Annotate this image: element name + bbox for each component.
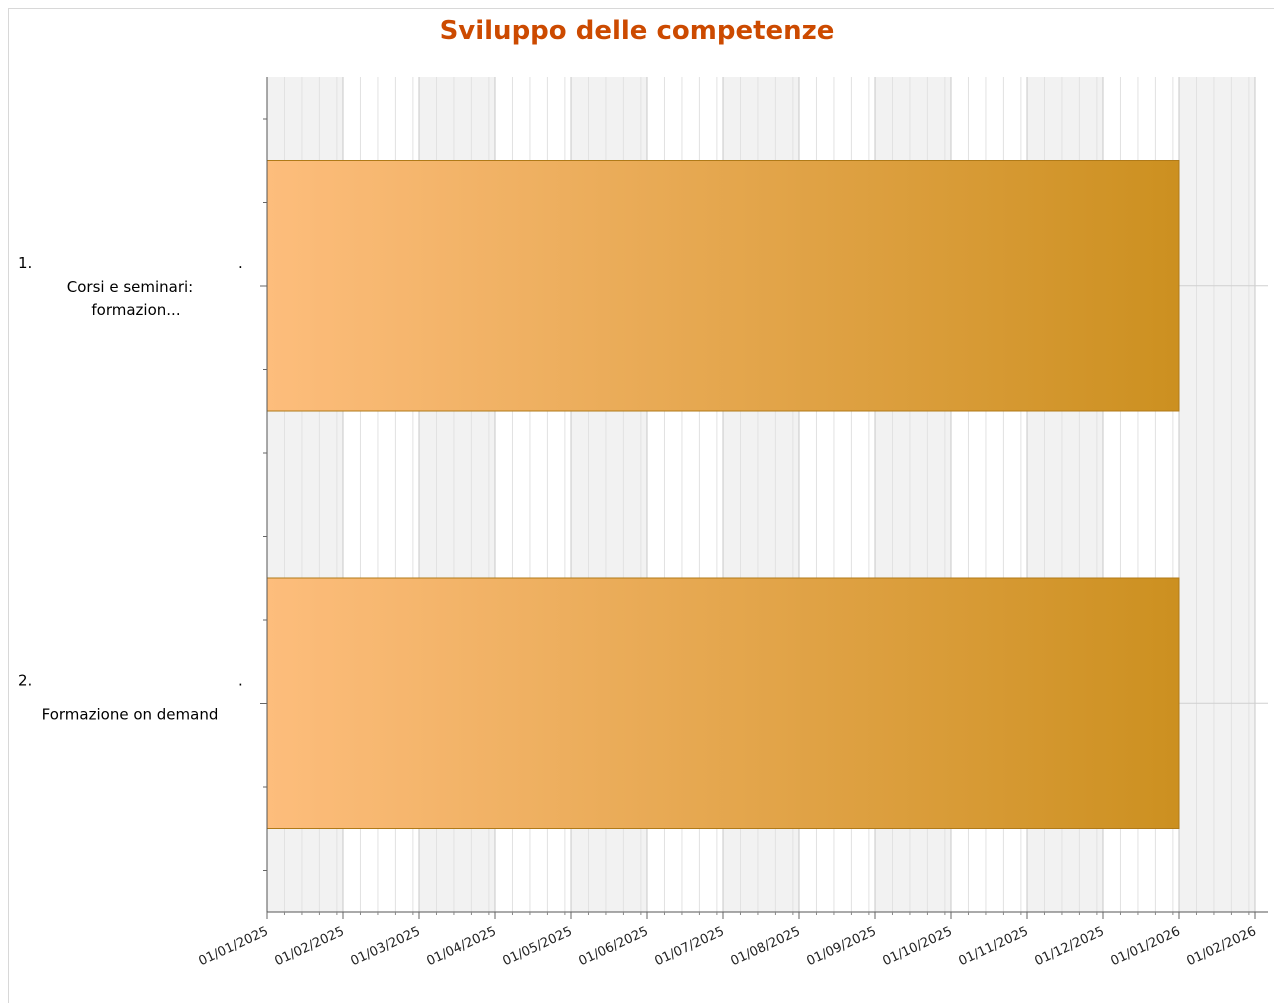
x-tick-label: 01/11/2025 [956, 924, 1030, 969]
x-tick-label: 01/01/2026 [1108, 924, 1182, 969]
x-tick-label: 01/08/2025 [728, 924, 802, 969]
category-marker: . [238, 254, 243, 272]
x-tick-label: 01/04/2025 [424, 924, 498, 969]
chart-title: Sviluppo delle competenze [439, 16, 835, 46]
bar-2[interactable] [266, 577, 1180, 829]
x-tick-label: 01/02/2026 [1184, 924, 1258, 969]
category-label: Corsi e seminari: [67, 278, 193, 296]
category-number: 1. [18, 254, 32, 272]
x-tick-label: 01/06/2025 [576, 924, 650, 969]
category-number: 2. [18, 671, 32, 689]
category-label-line2: formazion... [91, 301, 180, 319]
x-tick-label: 01/12/2025 [1032, 924, 1106, 969]
category-marker: . [238, 671, 243, 689]
x-tick-label: 01/03/2025 [348, 924, 422, 969]
month-band [1179, 77, 1255, 912]
x-tick-label: 01/10/2025 [880, 924, 954, 969]
category-label: Formazione on demand [42, 705, 219, 723]
x-tick-label: 01/09/2025 [804, 924, 878, 969]
x-tick-label: 01/07/2025 [652, 924, 726, 969]
x-tick-label: 01/01/2025 [196, 924, 270, 969]
x-tick-label: 01/05/2025 [500, 924, 574, 969]
chart-frame [8, 8, 1274, 1003]
x-tick-label: 01/02/2025 [272, 924, 346, 969]
bar-1[interactable] [266, 160, 1180, 412]
